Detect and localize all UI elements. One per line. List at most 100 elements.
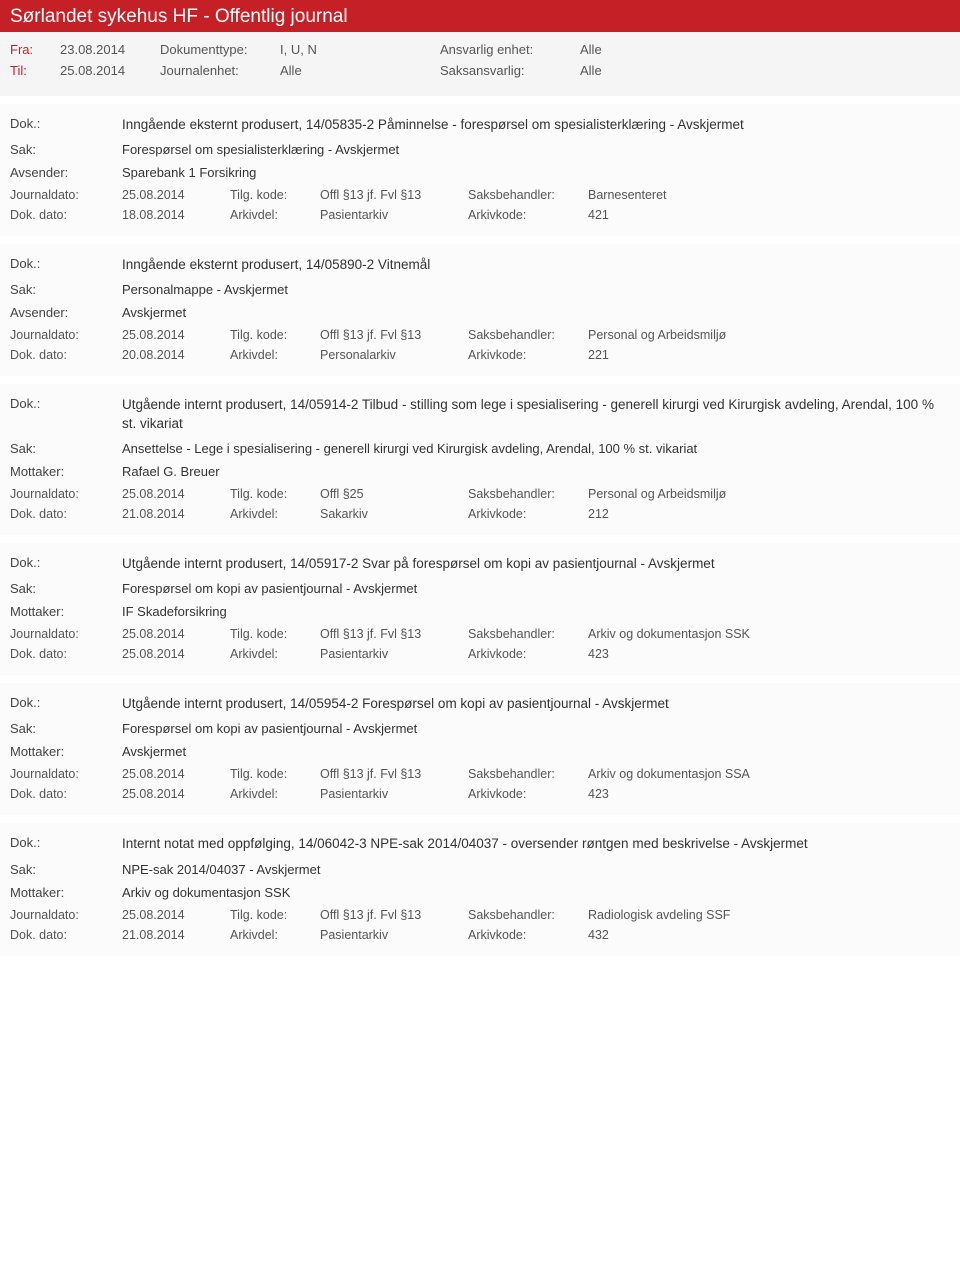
saksbeh-value: Radiologisk avdeling SSF [588,908,950,922]
sak-value: Personalmappe - Avskjermet [122,282,950,297]
journaldato-label: Journaldato: [10,328,122,342]
arkivkode-value: 423 [588,787,950,801]
page-header: Sørlandet sykehus HF - Offentlig journal [0,0,960,32]
arkivdel-label: Arkivdel: [230,647,320,661]
tilgkode-value: Offl §25 [320,487,468,501]
arkivdel-value: Pasientarkiv [320,928,468,942]
arkivkode-value: 221 [588,348,950,362]
journaldato-label: Journaldato: [10,188,122,202]
arkivdel-value: Sakarkiv [320,507,468,521]
dokdato-label: Dok. dato: [10,787,122,801]
tilgkode-label: Tilg. kode: [230,328,320,342]
party-label: Mottaker: [10,604,122,619]
party-value: Arkiv og dokumentasjon SSK [122,885,950,900]
meta-right: Ansvarlig enhet: Alle Saksansvarlig: All… [440,42,950,84]
journal-entry: Dok.:Inngående eksternt produsert, 14/05… [0,104,960,236]
saksbeh-value: Arkiv og dokumentasjon SSK [588,627,950,641]
journal-entry: Dok.:Inngående eksternt produsert, 14/05… [0,244,960,376]
dok-value: Utgående internt produsert, 14/05914-2 T… [122,396,950,432]
sak-value: NPE-sak 2014/04037 - Avskjermet [122,862,950,877]
dokdato-value: 25.08.2014 [122,787,230,801]
party-label: Avsender: [10,165,122,180]
party-value: IF Skadeforsikring [122,604,950,619]
dokdato-value: 18.08.2014 [122,208,230,222]
meta-bar: Fra: 23.08.2014 Til: 25.08.2014 Dokument… [0,32,960,96]
arkivkode-label: Arkivkode: [468,507,588,521]
sak-value: Forespørsel om kopi av pasientjournal - … [122,721,950,736]
ansvenhet-label: Ansvarlig enhet: [440,42,580,57]
dok-label: Dok.: [10,555,122,573]
dokdato-label: Dok. dato: [10,647,122,661]
arkivkode-value: 421 [588,208,950,222]
arkivdel-value: Pasientarkiv [320,647,468,661]
doktype-value: I, U, N [280,42,317,57]
party-value: Rafael G. Breuer [122,464,950,479]
arkivkode-label: Arkivkode: [468,647,588,661]
dok-value: Inngående eksternt produsert, 14/05835-2… [122,116,950,134]
arkivkode-label: Arkivkode: [468,787,588,801]
saksbeh-label: Saksbehandler: [468,627,588,641]
sak-value: Forespørsel om kopi av pasientjournal - … [122,581,950,596]
saksbeh-label: Saksbehandler: [468,188,588,202]
party-value: Avskjermet [122,744,950,759]
journalenhet-label: Journalenhet: [160,63,280,78]
arkivdel-value: Personalarkiv [320,348,468,362]
saksbeh-label: Saksbehandler: [468,328,588,342]
arkivkode-label: Arkivkode: [468,928,588,942]
sak-value: Ansettelse - Lege i spesialisering - gen… [122,441,950,456]
journaldato-label: Journaldato: [10,908,122,922]
journaldato-label: Journaldato: [10,767,122,781]
dok-value: Utgående internt produsert, 14/05954-2 F… [122,695,950,713]
journal-entry: Dok.:Utgående internt produsert, 14/0591… [0,543,960,675]
tilgkode-value: Offl §13 jf. Fvl §13 [320,188,468,202]
meta-dates: Fra: 23.08.2014 Til: 25.08.2014 [10,42,160,84]
saksbeh-value: Barnesenteret [588,188,950,202]
til-value: 25.08.2014 [60,63,125,78]
dokdato-label: Dok. dato: [10,208,122,222]
journaldato-value: 25.08.2014 [122,487,230,501]
journaldato-value: 25.08.2014 [122,328,230,342]
fra-label: Fra: [10,42,60,57]
journaldato-value: 25.08.2014 [122,908,230,922]
journaldato-label: Journaldato: [10,627,122,641]
arkivkode-value: 423 [588,647,950,661]
dokdato-value: 25.08.2014 [122,647,230,661]
til-label: Til: [10,63,60,78]
dok-value: Inngående eksternt produsert, 14/05890-2… [122,256,950,274]
sak-label: Sak: [10,142,122,157]
party-label: Mottaker: [10,885,122,900]
tilgkode-label: Tilg. kode: [230,767,320,781]
arkivdel-value: Pasientarkiv [320,208,468,222]
saksbeh-value: Personal og Arbeidsmiljø [588,328,950,342]
journal-entry: Dok.:Internt notat med oppfølging, 14/06… [0,823,960,955]
saksansv-value: Alle [580,63,950,78]
saksansv-label: Saksansvarlig: [440,63,580,78]
saksbeh-value: Arkiv og dokumentasjon SSA [588,767,950,781]
dokdato-label: Dok. dato: [10,507,122,521]
tilgkode-label: Tilg. kode: [230,627,320,641]
arkivkode-label: Arkivkode: [468,348,588,362]
sak-label: Sak: [10,441,122,456]
dok-label: Dok.: [10,835,122,853]
saksbeh-label: Saksbehandler: [468,767,588,781]
fra-value: 23.08.2014 [60,42,125,57]
dokdato-value: 21.08.2014 [122,507,230,521]
tilgkode-label: Tilg. kode: [230,487,320,501]
sak-label: Sak: [10,862,122,877]
meta-doktype: Dokumenttype: I, U, N Journalenhet: Alle [160,42,440,84]
tilgkode-label: Tilg. kode: [230,908,320,922]
saksbeh-label: Saksbehandler: [468,908,588,922]
arkivdel-value: Pasientarkiv [320,787,468,801]
saksbeh-value: Personal og Arbeidsmiljø [588,487,950,501]
page-title: Sørlandet sykehus HF - Offentlig journal [10,6,348,27]
journal-entry: Dok.:Utgående internt produsert, 14/0591… [0,384,960,534]
doktype-label: Dokumenttype: [160,42,280,57]
party-label: Avsender: [10,305,122,320]
dok-label: Dok.: [10,256,122,274]
arkivkode-label: Arkivkode: [468,208,588,222]
journaldato-value: 25.08.2014 [122,767,230,781]
dok-label: Dok.: [10,695,122,713]
tilgkode-label: Tilg. kode: [230,188,320,202]
arkivkode-value: 432 [588,928,950,942]
sak-label: Sak: [10,581,122,596]
